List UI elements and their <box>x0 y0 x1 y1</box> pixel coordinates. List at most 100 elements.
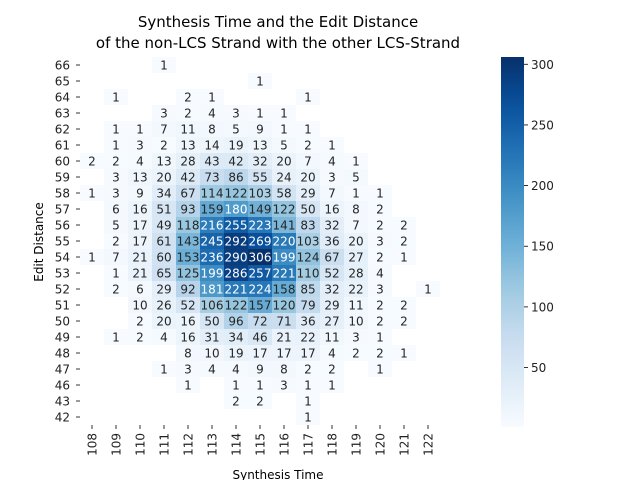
heatmap-cell-label: 1 <box>304 91 312 105</box>
heatmap-cell <box>320 361 344 377</box>
heatmap-cell-label: 7 <box>304 155 312 169</box>
heatmap-cell-label: 1 <box>400 251 408 265</box>
x-tick-label: 109 <box>110 433 124 456</box>
heatmap-cell <box>296 249 320 265</box>
heatmap-cell <box>296 393 320 409</box>
heatmap-cell-label: 1 <box>352 187 360 201</box>
heatmap-cell-label: 22 <box>300 331 315 345</box>
heatmap-cell <box>272 233 296 249</box>
y-tick-label: 54 <box>55 251 70 265</box>
heatmap-cell <box>296 153 320 169</box>
heatmap-cell <box>176 361 200 377</box>
heatmap-cell <box>176 281 200 297</box>
heatmap-cell-label: 216 <box>201 219 224 233</box>
x-tick-label: 114 <box>230 433 244 456</box>
heatmap-cell <box>368 217 392 233</box>
chart-title-line-1: Synthesis Time and the Edit Distance <box>138 13 418 31</box>
heatmap-cell <box>176 153 200 169</box>
heatmap-cell-label: 3 <box>352 331 360 345</box>
heatmap-cell <box>272 265 296 281</box>
heatmap-cell-label: 1 <box>112 267 120 281</box>
heatmap-cell-label: 32 <box>324 219 339 233</box>
x-tick-label: 111 <box>158 433 172 456</box>
heatmap-cell <box>392 297 416 313</box>
heatmap-cell-label: 1 <box>256 75 264 89</box>
heatmap-cell-label: 29 <box>324 299 339 313</box>
heatmap-cell-label: 16 <box>180 315 195 329</box>
heatmap-cell-label: 1 <box>376 363 384 377</box>
y-tick-label: 51 <box>55 299 70 313</box>
heatmap-cell-label: 1 <box>424 283 432 297</box>
heatmap-cell <box>296 377 320 393</box>
heatmap-cell-label: 2 <box>376 299 384 313</box>
heatmap-cell-label: 67 <box>180 187 195 201</box>
y-tick-label: 66 <box>55 59 70 73</box>
heatmap-cell <box>272 137 296 153</box>
heatmap-cell-label: 245 <box>201 235 224 249</box>
heatmap-cell <box>152 153 176 169</box>
y-tick-label: 62 <box>55 123 70 137</box>
heatmap-cell-label: 4 <box>376 267 384 281</box>
heatmap-cell-label: 13 <box>180 139 195 153</box>
heatmap-cell-label: 34 <box>228 331 243 345</box>
y-tick-label: 57 <box>55 203 70 217</box>
heatmap-cell <box>296 345 320 361</box>
heatmap-cell <box>128 201 152 217</box>
heatmap-cell-label: 122 <box>225 299 248 313</box>
heatmap-cell <box>296 265 320 281</box>
heatmap-cell <box>320 233 344 249</box>
heatmap-cell <box>368 345 392 361</box>
x-tick-label: 113 <box>206 433 220 456</box>
heatmap-cell <box>224 137 248 153</box>
heatmap-cell <box>248 281 272 297</box>
y-tick-label: 47 <box>55 363 70 377</box>
heatmap-cell <box>368 281 392 297</box>
heatmap-cell <box>224 377 248 393</box>
heatmap-cell-label: 50 <box>300 203 315 217</box>
heatmap-cell-label: 21 <box>132 267 147 281</box>
heatmap-cell <box>224 233 248 249</box>
x-tick-label: 116 <box>278 433 292 456</box>
heatmap-cell <box>368 265 392 281</box>
heatmap-cell <box>176 169 200 185</box>
heatmap-cell <box>320 169 344 185</box>
heatmap-cell-label: 255 <box>225 219 248 233</box>
heatmap-cell <box>248 345 272 361</box>
heatmap-cell <box>368 201 392 217</box>
heatmap-cell-label: 16 <box>132 203 147 217</box>
heatmap-cell-label: 5 <box>232 123 240 137</box>
heatmap-cell <box>248 313 272 329</box>
y-tick-label: 63 <box>55 107 70 121</box>
heatmap-cell <box>272 313 296 329</box>
heatmap-cell-label: 1 <box>256 379 264 393</box>
heatmap-cell <box>224 121 248 137</box>
heatmap-cell-label: 42 <box>228 155 243 169</box>
heatmap-cell-label: 2 <box>400 299 408 313</box>
heatmap-cell-label: 158 <box>273 283 296 297</box>
heatmap-cell <box>248 329 272 345</box>
heatmap-cell-label: 143 <box>177 235 200 249</box>
heatmap-cell-label: 36 <box>300 315 315 329</box>
heatmap-cell <box>368 249 392 265</box>
heatmap-cell-label: 4 <box>232 363 240 377</box>
heatmap-cell-label: 2 <box>376 203 384 217</box>
heatmap-cell <box>248 105 272 121</box>
heatmap-cell-label: 51 <box>156 203 171 217</box>
heatmap-cell-label: 1 <box>280 107 288 121</box>
heatmap-cell-label: 110 <box>297 267 320 281</box>
heatmap-cell <box>368 313 392 329</box>
heatmap-cell-label: 1 <box>304 395 312 409</box>
heatmap-cell <box>344 169 368 185</box>
heatmap-cell-label: 43 <box>204 155 219 169</box>
heatmap-cell-label: 52 <box>180 299 195 313</box>
heatmap-cell-label: 223 <box>249 219 272 233</box>
x-tick-label: 120 <box>374 433 388 456</box>
heatmap-cell <box>344 185 368 201</box>
heatmap-cell-label: 20 <box>348 235 363 249</box>
heatmap-cell-label: 61 <box>156 235 171 249</box>
heatmap-cell <box>224 313 248 329</box>
heatmap-cell-label: 2 <box>400 235 408 249</box>
heatmap-cell-label: 3 <box>232 107 240 121</box>
heatmap-cell-label: 1 <box>88 251 96 265</box>
heatmap-cell <box>320 345 344 361</box>
